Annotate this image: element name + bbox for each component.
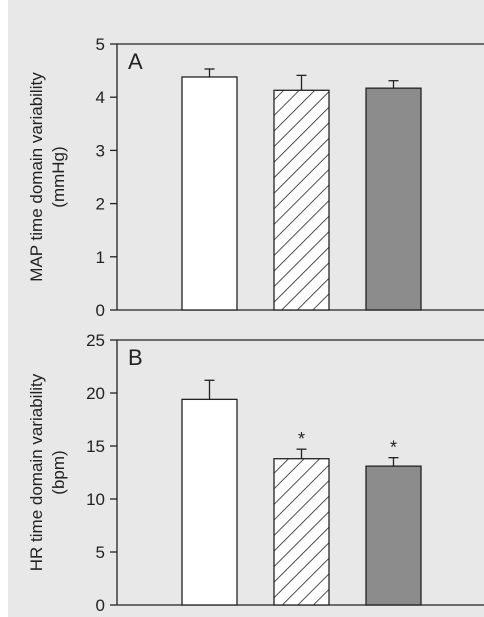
y-tick-label: 5: [96, 543, 105, 562]
y-tick-label: 20: [86, 384, 105, 403]
y-tick-label: 3: [96, 141, 105, 160]
y-tick-label: 25: [86, 331, 105, 350]
bar-white: [181, 76, 238, 311]
y-axis-label-unit: (bpm): [49, 450, 68, 494]
chart-panel-b: 0 5 10 15 20 25 B HR time domain variability (bp…: [27, 331, 484, 615]
chart-panel-a: 0 1 2 3 4 5 A MAP time domain variability (mmHg): [27, 35, 484, 320]
y-tick-label: 5: [96, 35, 105, 54]
y-tick-label: 0: [96, 596, 105, 615]
panel-label: B: [128, 345, 143, 370]
y-axis-label: MAP time domain variability: [27, 72, 46, 282]
y-axis-label-unit: (mmHg): [49, 146, 68, 207]
y-tick-label: 15: [86, 437, 105, 456]
y-tick-label: 4: [96, 88, 105, 107]
significance-marker: *: [298, 429, 305, 449]
bar-gray: [365, 87, 422, 311]
y-tick-label: 10: [86, 490, 105, 509]
y-axis-label: HR time domain variability: [27, 373, 46, 571]
panel-label: A: [128, 49, 143, 74]
bar-gray: [365, 465, 422, 606]
y-tick-label: 0: [96, 301, 105, 320]
y-tick-label: 2: [96, 195, 105, 214]
bar-white: [181, 398, 238, 606]
y-tick-label: 1: [96, 248, 105, 267]
bar-hatched: [273, 458, 330, 606]
bar-hatched: [273, 89, 330, 311]
significance-marker: *: [390, 438, 397, 458]
